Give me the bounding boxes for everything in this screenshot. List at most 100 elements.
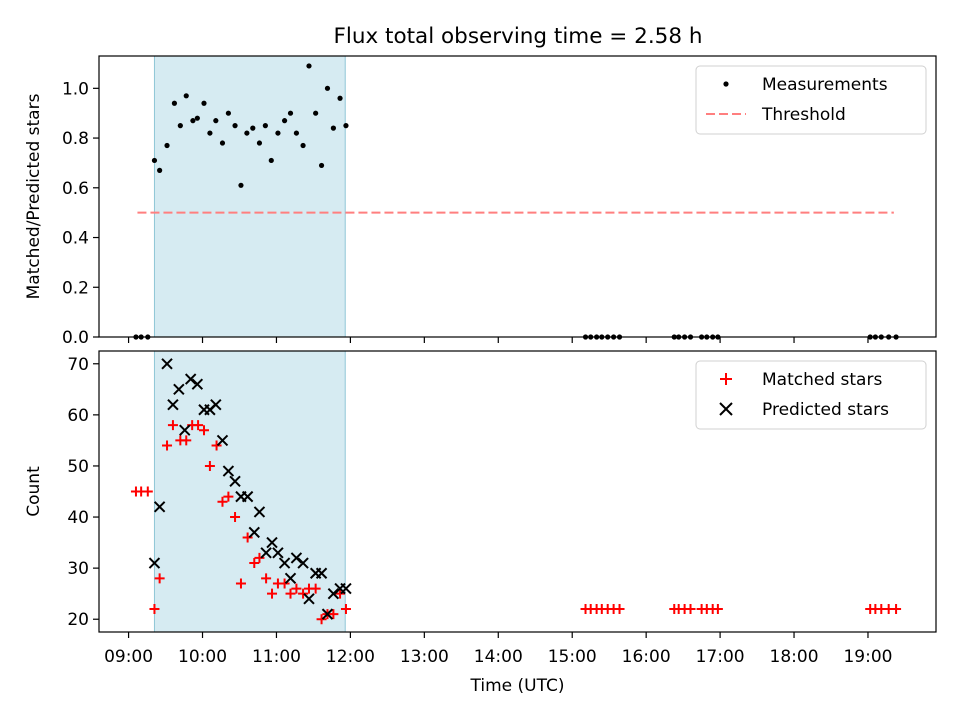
legend-swatch-dot [723,81,729,87]
data-point [213,118,219,124]
data-point [335,588,346,599]
data-point [223,491,234,502]
data-point [275,130,281,136]
data-point [242,532,253,543]
data-point [685,604,696,615]
data-point [298,588,309,599]
y-tick-label: 20 [67,610,89,630]
figure-title: Flux total observing time = 2.58 h [334,24,703,49]
legend: Measurements Threshold [695,65,927,135]
data-point [318,162,325,169]
legend-box [695,65,927,135]
data-point [340,604,351,615]
data-point [250,125,256,131]
data-point [161,358,173,370]
data-point [253,506,266,518]
data-point [306,63,312,69]
data-point [179,424,191,436]
shaded-span [153,350,346,633]
data-point [260,547,272,559]
data-point [211,440,222,451]
data-point [297,557,309,569]
x-tick-label: 12:00 [326,647,375,667]
data-point [167,398,179,411]
top-panel-ratio-chart: 0.0 0.2 0.4 0.6 0.8 1.0 Matched/Predicted star… [24,55,937,348]
legend-label: Threshold [761,105,846,125]
axes-frame [98,55,937,338]
legend-swatch-plus [720,373,732,385]
data-point [241,490,254,503]
data-point [230,512,241,523]
data-point [343,123,349,129]
data-point [191,378,204,390]
axes-frame [98,350,937,633]
data-point [287,110,294,116]
legend-label: Predicted stars [762,400,889,420]
data-point [216,434,229,447]
legend-label: Measurements [762,75,888,95]
data-point [207,130,213,136]
x-tick-label: 14:00 [474,647,523,667]
data-point [313,110,319,116]
data-point [891,604,902,615]
data-point [235,578,246,589]
data-point [712,604,723,615]
data-point [315,567,328,579]
data-point [279,578,290,589]
y-tick-label: 0.6 [62,179,89,199]
data-point [183,93,189,99]
data-point [321,608,334,620]
data-point [284,572,297,585]
y-tick-label: 70 [67,355,89,375]
data-point [324,85,331,91]
data-point [222,465,235,477]
data-point [340,582,352,595]
legend: Matched stars Predicted stars [695,360,927,430]
data-point [142,486,153,497]
data-point [190,118,196,124]
y-tick-label: 1.0 [62,79,89,99]
x-tick-label: 16:00 [622,647,671,667]
legend-label: Matched stars [762,370,882,390]
data-point [337,95,343,101]
series-predicted-stars [148,358,352,620]
data-point [194,115,200,121]
data-point [316,614,327,625]
legend-box [695,360,927,430]
x-tick-label: 17:00 [696,647,745,667]
data-point [266,536,278,549]
data-point [268,157,274,164]
data-point [290,552,303,564]
x-tick-label: 19:00 [843,647,892,667]
data-point [217,496,228,507]
data-point [198,425,209,436]
data-point [167,420,178,431]
data-point [157,167,163,173]
data-point [232,123,238,129]
data-point [248,526,260,539]
y-tick-label: 0.0 [62,328,89,348]
data-point [151,157,158,164]
data-point [238,182,244,188]
data-point [272,547,284,559]
y-tick-label: 0.4 [62,229,89,249]
data-point [614,604,625,615]
shaded-span [153,55,346,338]
data-point [204,460,215,471]
x-axis-label: Time (UTC) [470,676,565,696]
data-point [181,435,192,446]
data-point [303,593,315,605]
x-tick-label: 15:00 [548,647,597,667]
data-point [291,583,302,594]
data-point [262,123,268,129]
y-axis-label: Count [24,466,44,517]
data-point [148,557,161,569]
data-point [254,552,265,563]
x-tick-label: 10:00 [178,647,227,667]
data-point [285,588,296,599]
y-tick-label: 60 [67,406,89,426]
data-point [328,609,339,620]
data-point [249,558,260,569]
data-point [229,475,241,487]
